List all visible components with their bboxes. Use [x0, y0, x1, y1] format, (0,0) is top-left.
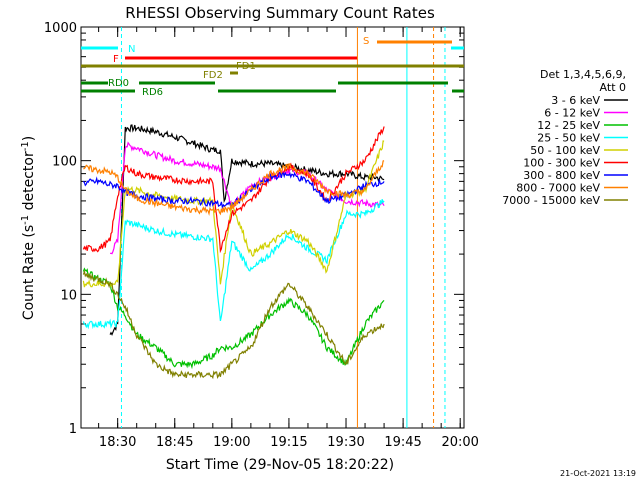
series-line [109, 124, 385, 336]
flag-label-f: F [113, 54, 119, 65]
y-label-main: Count Rate (s [21, 225, 37, 320]
y-label-sup-1: -1 [20, 215, 31, 225]
y-label-sup-2: -1 [20, 141, 31, 151]
series-line [83, 160, 385, 216]
y-label-mid: detector [21, 151, 37, 215]
y-tick-label: 10 [60, 288, 77, 303]
series-line [82, 126, 385, 254]
plot-frame [80, 26, 465, 429]
legend-entry-label: 6 - 12 keV [544, 107, 600, 120]
legend-entry-label: 100 - 300 keV [523, 157, 600, 170]
legend-entry-label: 50 - 100 keV [530, 144, 600, 157]
legend-header-line-1: Det 1,3,4,5,6,9, [540, 68, 626, 81]
plot-area: 1 10 100 1000 18:30 18:45 19:00 19:15 19:30 19:45… [44, 21, 479, 450]
flag-label-fd1: FD1 [236, 61, 256, 72]
x-tick-label: 20:00 [441, 435, 478, 450]
legend-entry-label: 25 - 50 keV [537, 132, 600, 145]
legend-entry-label: 800 - 7000 keV [516, 182, 600, 195]
x-tick-label: 19:45 [384, 435, 421, 450]
y-axis-label: Count Rate (s-1 detector-1) [20, 136, 37, 320]
x-tick-label: 18:45 [156, 435, 193, 450]
y-tick-label: 1 [69, 422, 77, 437]
x-tick-label: 19:00 [213, 435, 250, 450]
x-tick-label: 19:30 [327, 435, 364, 450]
y-tick-label: 1000 [44, 21, 77, 36]
x-tick-label: 18:30 [99, 435, 136, 450]
y-label-end: ) [21, 136, 37, 141]
flag-label-fd2: FD2 [203, 70, 223, 81]
legend-entry-label: 12 - 25 keV [537, 119, 600, 132]
series-line [82, 269, 385, 380]
legend-entry-label: 7000 - 15000 keV [502, 194, 600, 207]
flag-label-rd0: RD0 [108, 78, 129, 89]
x-tick-label: 19:15 [270, 435, 307, 450]
legend-entry-label: 3 - 6 keV [551, 94, 600, 107]
flag-label-rd6: RD6 [142, 87, 163, 98]
chart-title: RHESSI Observing Summary Count Rates [125, 4, 435, 22]
legend-entry-label: 300 - 800 keV [523, 169, 600, 182]
footer-timestamp: 21-Oct-2021 13:19 [560, 469, 636, 478]
series-line [82, 199, 385, 330]
y-tick-label: 100 [52, 155, 77, 170]
legend-header-line-2: Att 0 [600, 81, 626, 94]
x-axis-label: Start Time (29-Nov-05 18:20:22) [166, 457, 394, 473]
flag-label-n: N [128, 44, 135, 55]
flag-label-s: S [363, 36, 369, 47]
